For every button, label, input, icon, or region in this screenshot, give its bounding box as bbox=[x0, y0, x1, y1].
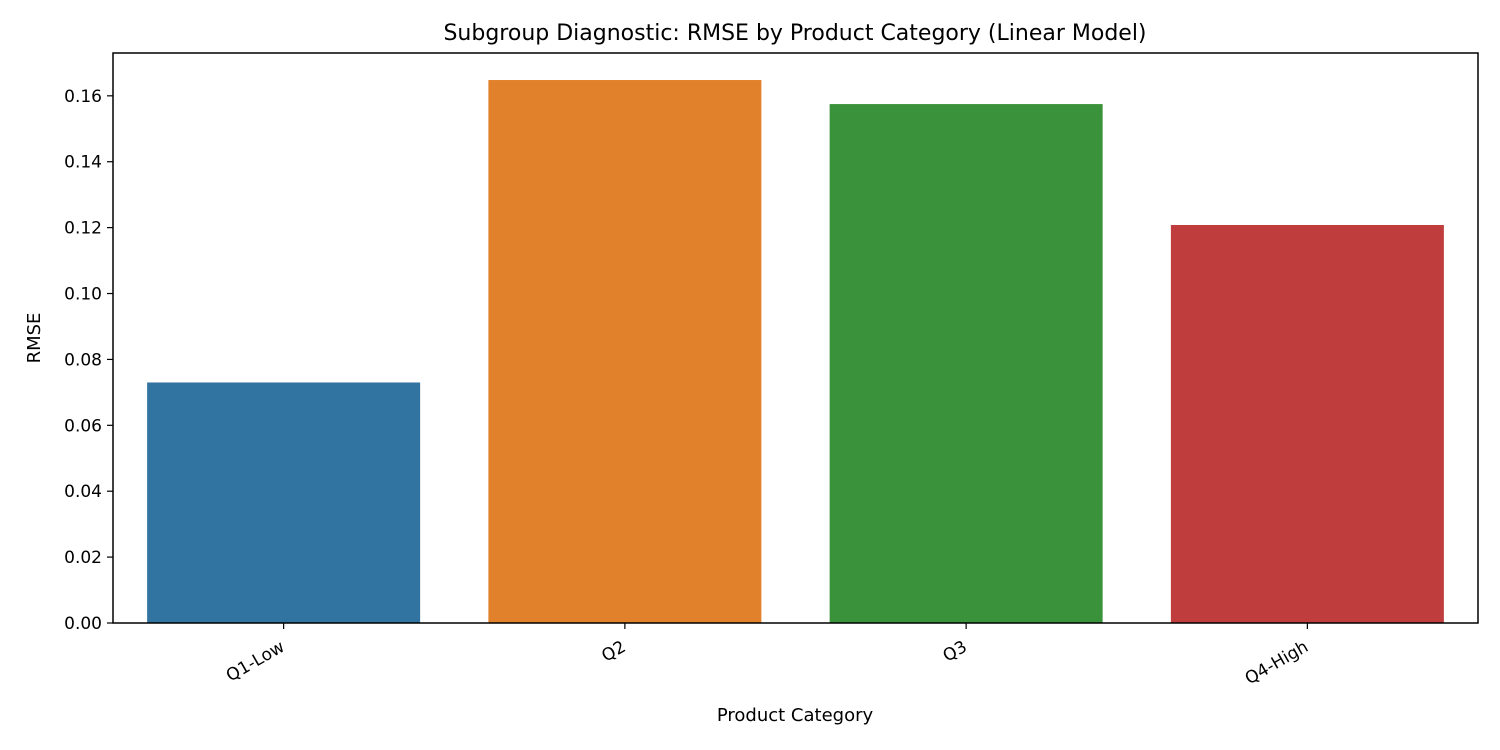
y-axis: 0.00 0.02 0.04 0.06 0.08 0.10 0.12 0.14 0.16 bbox=[64, 87, 113, 634]
y-tick-label: 0.10 bbox=[64, 285, 102, 305]
bars-layer bbox=[147, 80, 1444, 624]
y-axis-label: RMSE bbox=[24, 313, 45, 364]
y-tick-label: 0.08 bbox=[64, 350, 102, 370]
bar-q4-high bbox=[1170, 224, 1444, 624]
y-tick-label: 0.12 bbox=[64, 219, 102, 239]
y-tick-label: 0.16 bbox=[64, 87, 102, 107]
y-tick-label: 0.02 bbox=[64, 548, 102, 568]
y-tick-label: 0.00 bbox=[64, 614, 102, 634]
y-tick-label: 0.14 bbox=[64, 153, 102, 173]
plot-frame bbox=[112, 52, 1479, 624]
y-tick-label: 0.06 bbox=[64, 416, 102, 436]
chart-title: Subgroup Diagnostic: RMSE by Product Cat… bbox=[443, 21, 1146, 46]
x-axis-label: Product Category bbox=[717, 705, 874, 726]
bar-q1-low bbox=[147, 382, 421, 623]
y-tick-label: 0.04 bbox=[64, 482, 102, 502]
bar-q2 bbox=[488, 80, 762, 623]
bar-q3 bbox=[829, 104, 1103, 623]
